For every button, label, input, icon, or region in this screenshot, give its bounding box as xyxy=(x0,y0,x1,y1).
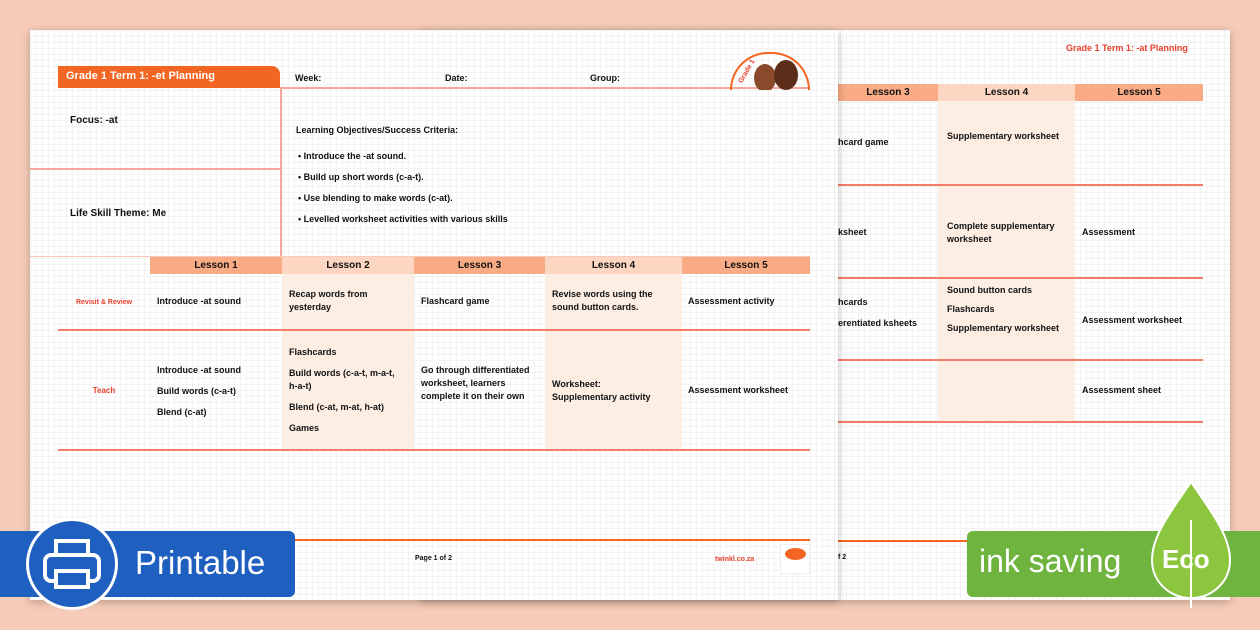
objectives-title: Learning Objectives/Success Criteria: xyxy=(296,125,459,135)
group-label: Group: xyxy=(590,73,620,83)
objective-item: • Introduce the -at sound. xyxy=(298,151,407,161)
grade-badge-logo: Grade 1 xyxy=(730,52,810,90)
lesson-1-header: Lesson 1 xyxy=(150,257,282,274)
lesson-2-header: Lesson 2 xyxy=(282,257,414,274)
cell: Blend (c-at) xyxy=(157,407,207,417)
back-cell: Assessment sheet xyxy=(1082,385,1162,395)
cell: Games xyxy=(289,423,320,433)
lesson-4-header: Lesson 4 xyxy=(545,257,682,274)
cell: Flashcard game xyxy=(421,296,490,306)
back-cell: Assessment worksheet xyxy=(1082,315,1183,325)
printable-label: Printable xyxy=(135,544,266,581)
cell: Introduce -at sound xyxy=(157,296,241,306)
back-cell: hcard game xyxy=(838,137,889,147)
cell: Worksheet: Supplementary activity xyxy=(552,379,651,402)
cell: Revise words using the sound button card… xyxy=(552,289,653,312)
footer-brand: twinkl.co.za xyxy=(715,556,755,563)
printer-icon xyxy=(26,518,118,610)
back-cell: Assessment xyxy=(1082,227,1136,237)
back-page-number: f 2 xyxy=(838,554,847,561)
ink-saving-label: ink saving xyxy=(979,543,1122,579)
cell: Blend (c-at, m-at, h-at) xyxy=(289,402,385,412)
back-cell: Supplementary worksheet xyxy=(947,323,1060,333)
cell: Go through differentiated worksheet, lea… xyxy=(421,365,530,401)
cell: Recap words from yesterday xyxy=(289,289,368,312)
document-title: Grade 1 Term 1: -et Planning xyxy=(58,66,280,88)
back-lesson-5-header: Lesson 5 xyxy=(1075,84,1203,101)
life-skill-text: Life Skill Theme: Me xyxy=(70,208,167,219)
back-page-title: Grade 1 Term 1: -at Planning xyxy=(1066,43,1188,53)
row-label-teach: Teach xyxy=(92,386,116,395)
focus-text: Focus: -at xyxy=(70,115,118,126)
front-page-preview: Grade 1 Term 1: -et Planning Week: Date:… xyxy=(30,30,838,600)
cell: Assessment activity xyxy=(688,296,775,306)
lesson-3-header: Lesson 3 xyxy=(414,257,545,274)
lesson-5-header: Lesson 5 xyxy=(682,257,810,274)
eco-leaf-icon: Eco xyxy=(1150,480,1232,610)
row-label-revisit: Revisit & Review xyxy=(75,299,133,306)
cell: Introduce -at sound xyxy=(157,365,241,375)
back-cell: ksheet xyxy=(838,227,867,237)
page-number: Page 1 of 2 xyxy=(415,555,452,562)
objective-item: • Use blending to make words (c-at). xyxy=(298,193,453,203)
twinkl-logo xyxy=(780,544,810,574)
back-lesson-4-header: Lesson 4 xyxy=(938,84,1075,101)
cell: Build words (c-a-t, m-a-t, h-a-t) xyxy=(289,368,395,391)
objective-item: • Levelled worksheet activities with var… xyxy=(298,214,508,224)
cell: Assessment worksheet xyxy=(688,385,789,395)
back-cell: Complete supplementary worksheet xyxy=(947,221,1055,244)
objective-item: • Build up short words (c-a-t). xyxy=(298,172,424,182)
cell: Build words (c-a-t) xyxy=(157,386,236,396)
week-label: Week: xyxy=(295,73,322,83)
back-cell: Supplementary worksheet xyxy=(947,131,1060,141)
back-cell: Flashcards xyxy=(947,304,995,314)
back-cell: hcards xyxy=(838,297,868,307)
objectives-list: • Introduce the -at sound. • Build up sh… xyxy=(298,146,508,230)
date-label: Date: xyxy=(445,73,468,83)
back-lesson-3-header: Lesson 3 xyxy=(838,84,938,101)
back-cell: Sound button cards xyxy=(947,285,1032,295)
eco-label: Eco xyxy=(1162,544,1210,574)
back-cell: erentiated ksheets xyxy=(838,318,918,328)
cell: Flashcards xyxy=(289,347,337,357)
